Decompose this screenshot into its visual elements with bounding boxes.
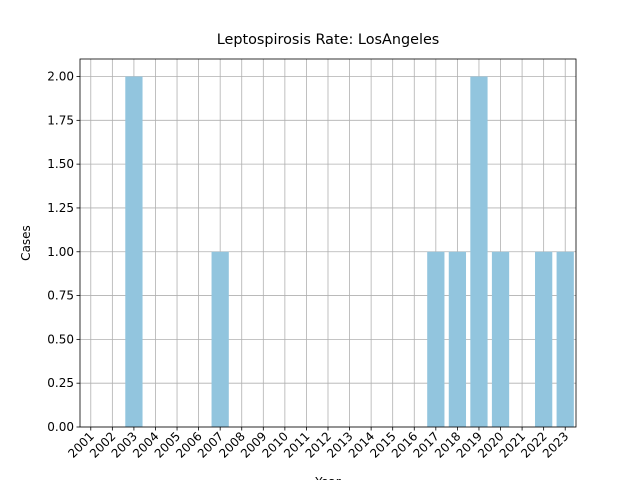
- y-tick-label: 0.25: [47, 376, 74, 390]
- bar: [470, 76, 488, 428]
- y-tick-label: 1.50: [47, 157, 74, 171]
- bar: [427, 251, 445, 427]
- chart-title: Leptospirosis Rate: LosAngeles: [217, 32, 440, 48]
- bar: [556, 251, 574, 427]
- y-tick-label: 0.50: [47, 332, 74, 346]
- layer: [80, 59, 576, 428]
- y-tick-label: 2.00: [47, 70, 74, 84]
- x-axis-label: Year: [314, 475, 340, 480]
- layer: [125, 76, 574, 428]
- y-tick-label: 1.00: [47, 245, 74, 259]
- bar: [448, 251, 467, 427]
- y-tick-label: 1.25: [47, 201, 74, 215]
- y-tick-label: 1.75: [47, 113, 74, 127]
- bar: [535, 251, 553, 427]
- bar: [491, 251, 510, 427]
- plot-frame: [79, 58, 577, 428]
- bar: [125, 76, 143, 428]
- y-axis-label: Cases: [19, 225, 33, 261]
- bar: [211, 251, 229, 427]
- y-tick-label: 0.00: [47, 420, 74, 434]
- y-tick-label: 0.75: [47, 289, 74, 303]
